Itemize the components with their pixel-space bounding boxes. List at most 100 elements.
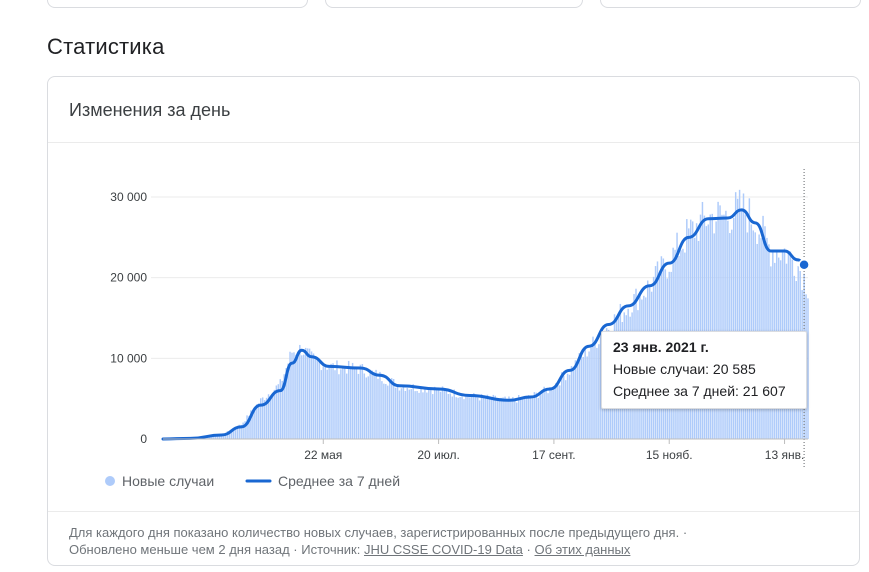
daily-bar <box>424 389 426 439</box>
source-link[interactable]: JHU CSSE COVID-19 Data <box>363 542 523 557</box>
daily-bar <box>220 434 223 439</box>
daily-bar <box>324 366 326 439</box>
daily-bar <box>265 397 268 439</box>
daily-bar <box>236 427 239 439</box>
daily-bar <box>545 389 547 439</box>
x-tick-label: 22 мая <box>304 448 342 462</box>
daily-bar <box>449 393 452 439</box>
daily-bar <box>566 373 569 439</box>
daily-bar <box>218 435 221 439</box>
daily-bar <box>736 198 739 439</box>
daily-bar <box>709 214 712 439</box>
daily-bar <box>715 221 717 439</box>
footer-description: Для каждого дня показано количество новы… <box>69 525 680 540</box>
daily-bar <box>299 344 301 439</box>
daily-bar <box>263 400 266 439</box>
daily-bar <box>328 367 330 439</box>
y-tick-label: 10 000 <box>110 351 147 365</box>
daily-bar <box>211 436 213 439</box>
daily-bar <box>410 389 412 439</box>
daily-bar <box>285 368 287 439</box>
daily-bar <box>392 379 395 439</box>
daily-bar <box>711 213 713 439</box>
top-card-1[interactable] <box>47 0 308 8</box>
daily-bar <box>349 368 352 439</box>
daily-bar <box>471 396 473 439</box>
daily-bar <box>494 395 497 439</box>
top-card-3[interactable] <box>600 0 861 8</box>
daily-bar <box>562 375 565 439</box>
legend-avg: Среднее за 7 дней <box>278 473 400 489</box>
footer-separator: · <box>526 542 531 557</box>
daily-bar <box>342 366 344 439</box>
daily-bar <box>732 217 735 439</box>
daily-bar <box>699 214 702 439</box>
footer-divider <box>48 511 859 512</box>
daily-bar <box>474 396 477 439</box>
daily-cases-chart[interactable]: 0 10 000 20 000 30 000 22 мая 20 июл. 17 сент.… <box>48 77 861 507</box>
daily-bar <box>523 398 526 439</box>
daily-bar <box>230 430 233 439</box>
daily-bar <box>259 398 262 439</box>
daily-bar <box>322 366 325 439</box>
daily-bar <box>345 373 348 439</box>
daily-bar <box>719 205 721 439</box>
daily-bar <box>527 394 530 439</box>
daily-bar <box>269 396 272 439</box>
daily-bar <box>435 390 438 439</box>
daily-bar <box>336 360 338 439</box>
daily-bar <box>404 390 407 439</box>
daily-bar <box>252 410 254 439</box>
daily-bar <box>592 336 594 439</box>
daily-bar <box>281 380 283 439</box>
daily-bar <box>734 192 737 439</box>
avg-line <box>161 208 806 441</box>
daily-bar <box>547 393 549 439</box>
daily-bar <box>568 374 571 439</box>
daily-bar <box>492 394 495 439</box>
daily-bar <box>416 391 418 439</box>
daily-bar <box>242 422 244 439</box>
daily-bar <box>433 386 436 439</box>
y-tick-label: 30 000 <box>110 190 147 204</box>
daily-bar <box>508 396 510 439</box>
daily-bar <box>689 219 692 439</box>
daily-bar <box>555 383 557 439</box>
top-card-2[interactable] <box>325 0 583 8</box>
daily-bar <box>441 386 444 439</box>
daily-bar <box>455 397 457 439</box>
tooltip-new-cases: Новые случаи: 20 585 <box>613 361 756 377</box>
daily-bar <box>510 398 512 439</box>
daily-bar <box>553 388 555 439</box>
daily-bar <box>443 388 446 439</box>
about-data-link[interactable]: Об этих данных <box>534 542 631 557</box>
daily-bar <box>430 389 432 439</box>
daily-bar <box>310 351 313 439</box>
daily-bar <box>445 390 448 439</box>
daily-bar <box>357 373 360 439</box>
daily-bar <box>580 355 583 439</box>
section-title: Статистика <box>47 34 165 59</box>
daily-bar <box>365 377 368 439</box>
daily-bar <box>584 347 586 439</box>
daily-bar <box>431 394 434 439</box>
daily-bar <box>744 214 747 439</box>
daily-bar <box>478 400 481 439</box>
daily-bar <box>572 369 575 439</box>
daily-bar <box>318 361 321 439</box>
footer-line-1: Для каждого дня показано количество новы… <box>69 524 687 541</box>
daily-bar <box>267 394 270 439</box>
daily-bar <box>476 397 479 439</box>
x-tick-label: 15 нояб. <box>646 448 693 462</box>
daily-bar <box>261 397 264 439</box>
daily-bar <box>717 201 719 439</box>
daily-bar <box>344 368 346 439</box>
daily-bar <box>586 356 588 439</box>
daily-bar <box>742 193 745 439</box>
daily-bar <box>232 428 235 439</box>
daily-bar <box>408 389 411 439</box>
daily-bar <box>701 201 704 439</box>
daily-bar <box>723 214 725 439</box>
daily-bar <box>686 219 688 439</box>
daily-bar <box>275 385 278 439</box>
